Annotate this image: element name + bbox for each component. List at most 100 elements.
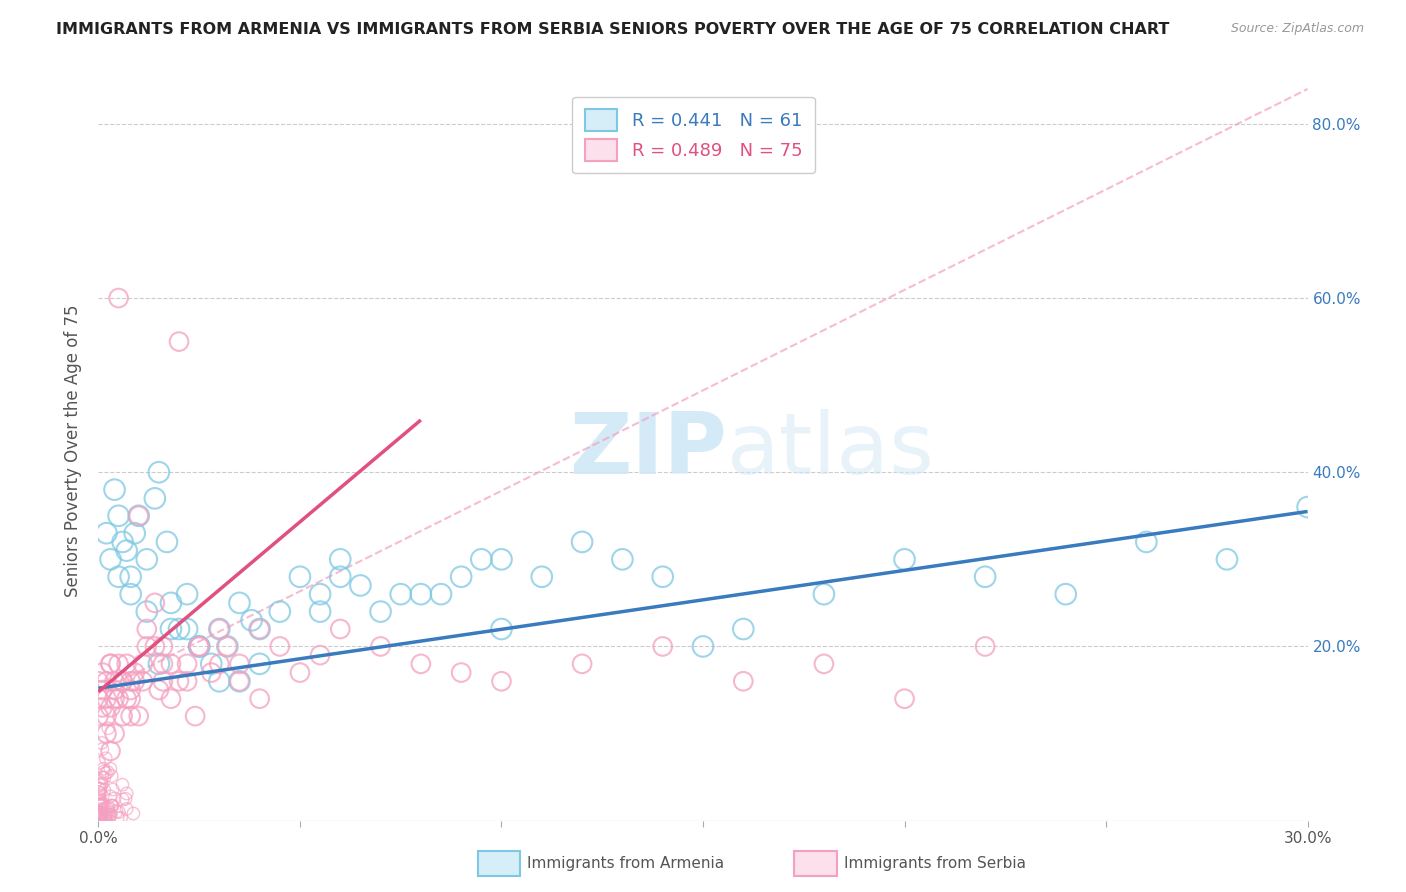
Point	[389, 587, 412, 601]
Point	[93, 801, 115, 815]
Point	[91, 798, 114, 813]
Point	[93, 771, 115, 785]
Point	[329, 622, 352, 636]
Point	[91, 805, 114, 820]
Point	[228, 674, 250, 689]
Point	[167, 622, 190, 636]
Point	[188, 640, 211, 654]
Point	[89, 793, 111, 807]
Text: Source: ZipAtlas.com: Source: ZipAtlas.com	[1230, 22, 1364, 36]
Text: Immigrants from Serbia: Immigrants from Serbia	[844, 856, 1025, 871]
Point	[89, 805, 111, 820]
Point	[120, 587, 142, 601]
Point	[143, 640, 166, 654]
Point	[692, 640, 714, 654]
Point	[651, 570, 673, 584]
Point	[87, 811, 110, 825]
Point	[217, 640, 239, 654]
Point	[450, 570, 472, 584]
Text: ZIP: ZIP	[569, 409, 727, 492]
Point	[111, 674, 134, 689]
Point	[90, 808, 112, 822]
Point	[100, 744, 122, 758]
Point	[90, 805, 112, 820]
Point	[100, 552, 122, 566]
Point	[103, 674, 125, 689]
Point	[1054, 587, 1077, 601]
Point	[96, 674, 118, 689]
Point	[200, 657, 222, 671]
Point	[98, 762, 121, 776]
Point	[217, 640, 239, 654]
Point	[87, 709, 110, 723]
Point	[91, 797, 114, 811]
Point	[89, 787, 111, 801]
Point	[148, 683, 170, 698]
Point	[132, 657, 155, 671]
Point	[122, 806, 145, 821]
Point	[111, 792, 134, 806]
Point	[813, 657, 835, 671]
Point	[893, 691, 915, 706]
Point	[107, 508, 129, 523]
Point	[120, 674, 142, 689]
Point	[160, 622, 183, 636]
Point	[288, 665, 311, 680]
Point	[176, 657, 198, 671]
Point	[208, 622, 231, 636]
Point	[89, 807, 111, 822]
Point	[128, 508, 150, 523]
Point	[329, 570, 352, 584]
Point	[89, 796, 111, 810]
Point	[97, 807, 120, 822]
Point	[167, 674, 190, 689]
Point	[152, 657, 174, 671]
Point	[87, 785, 110, 799]
Point	[105, 805, 128, 819]
Point	[160, 691, 183, 706]
Point	[94, 814, 117, 828]
Point	[612, 552, 634, 566]
Point	[120, 683, 142, 698]
Point	[87, 812, 110, 826]
Point	[89, 778, 111, 792]
Point	[101, 798, 124, 813]
Point	[184, 709, 207, 723]
Point	[91, 665, 114, 680]
Point	[96, 801, 118, 815]
Point	[115, 787, 138, 801]
Point	[91, 813, 114, 827]
Point	[107, 570, 129, 584]
Point	[160, 657, 183, 671]
Point	[100, 657, 122, 671]
Point	[329, 552, 352, 566]
Point	[974, 640, 997, 654]
Point	[94, 808, 117, 822]
Point	[96, 709, 118, 723]
Point	[90, 776, 112, 790]
Point	[103, 683, 125, 698]
Point	[240, 613, 263, 627]
Point	[100, 657, 122, 671]
Point	[571, 657, 593, 671]
Y-axis label: Seniors Poverty Over the Age of 75: Seniors Poverty Over the Age of 75	[65, 304, 83, 597]
Point	[89, 810, 111, 824]
Point	[176, 674, 198, 689]
Point	[90, 778, 112, 792]
Point	[124, 674, 146, 689]
Point	[94, 813, 117, 827]
Point	[91, 770, 114, 784]
Point	[651, 640, 673, 654]
Point	[124, 526, 146, 541]
Point	[97, 799, 120, 814]
Point	[148, 465, 170, 479]
Point	[114, 792, 136, 806]
Point	[89, 798, 111, 813]
Point	[309, 587, 332, 601]
Point	[111, 535, 134, 549]
Point	[93, 764, 115, 779]
Point	[94, 751, 117, 765]
Point	[269, 605, 291, 619]
Point	[89, 805, 111, 819]
Point	[249, 657, 271, 671]
